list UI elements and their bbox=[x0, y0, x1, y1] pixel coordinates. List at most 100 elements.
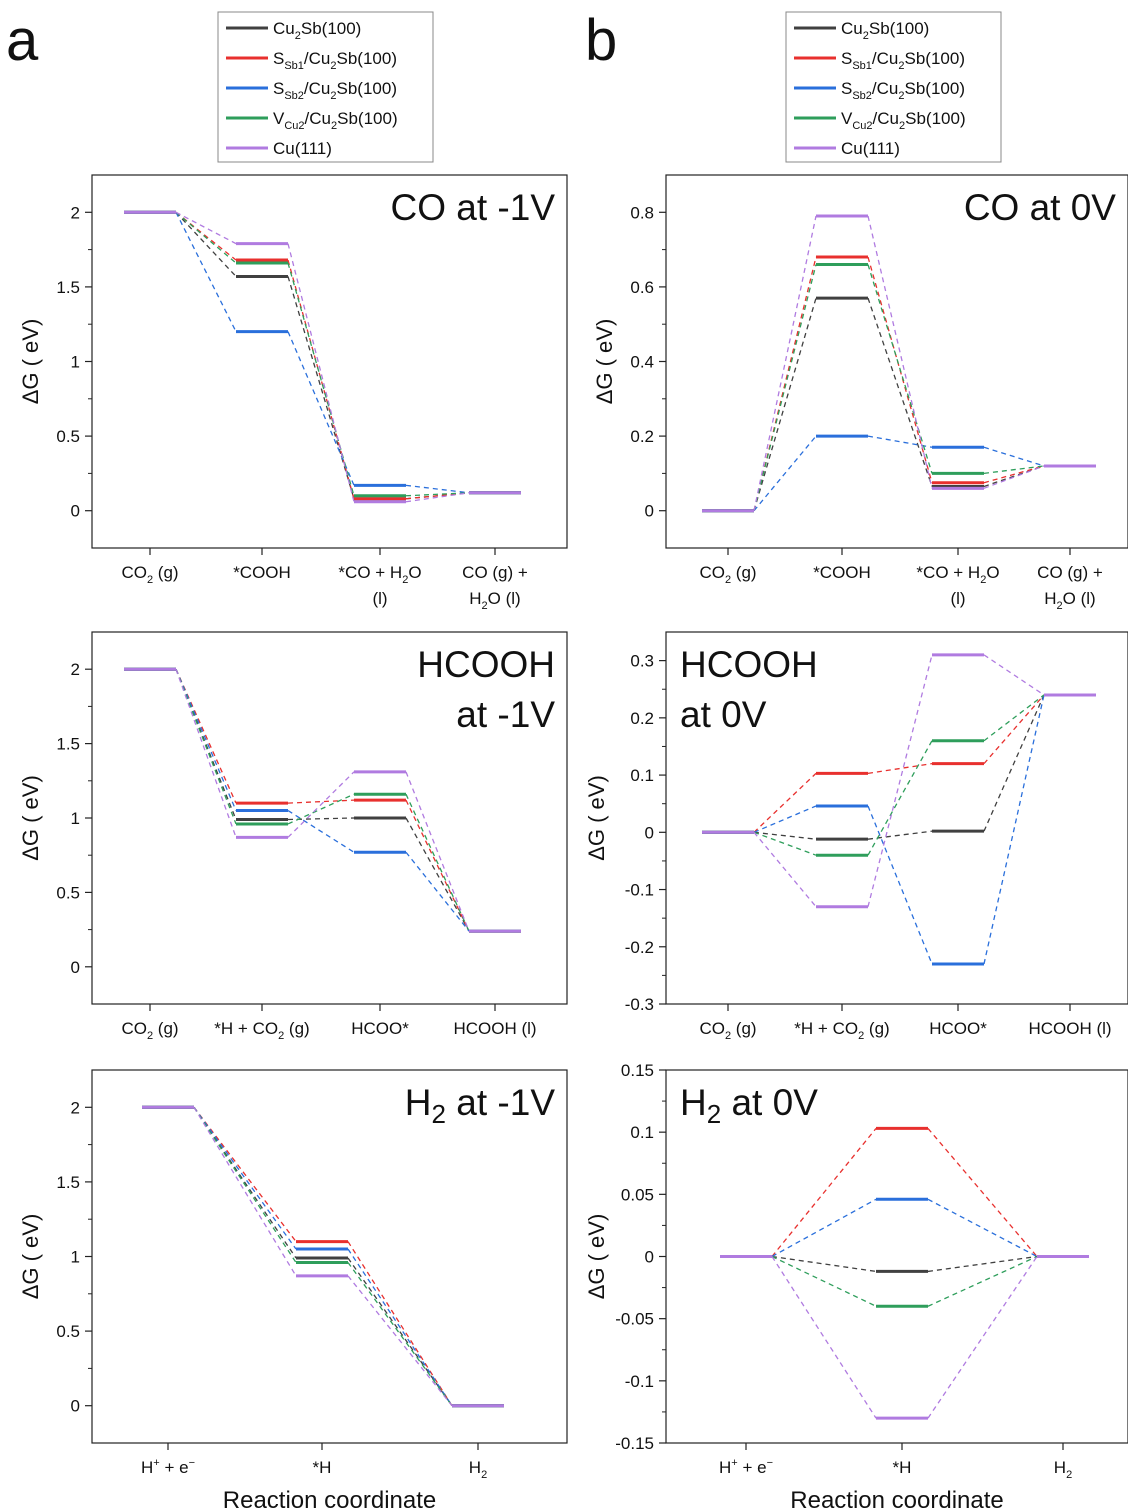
series-4 bbox=[175, 668, 470, 932]
connector-line bbox=[753, 831, 817, 840]
x-tick-label: HCOOH (l) bbox=[1028, 1019, 1111, 1038]
legend-left: Cu2Sb(100)SSb1/Cu2Sb(100)SSb2/Cu2Sb(100)… bbox=[217, 11, 434, 163]
series-2 bbox=[753, 256, 1045, 511]
y-tick-label: 2 bbox=[71, 660, 80, 679]
connector-line bbox=[983, 654, 1045, 696]
y-tick-label: 0 bbox=[645, 502, 654, 521]
series-5 bbox=[771, 1256, 1038, 1419]
y-tick-label: 0 bbox=[71, 958, 80, 977]
x-tick-label: *COOH bbox=[813, 563, 871, 582]
connector-line bbox=[287, 771, 355, 838]
connector-line bbox=[175, 668, 237, 811]
connector-line bbox=[175, 212, 237, 332]
x-tick-label: *COOH bbox=[233, 563, 291, 582]
x-tick-label: CO2 (g) bbox=[121, 563, 178, 586]
y-tick-label: 2 bbox=[71, 1098, 80, 1117]
x-axis-label: Reaction coordinate bbox=[790, 1487, 1003, 1512]
connector-line bbox=[753, 831, 817, 908]
y-tick-label: 0.5 bbox=[56, 427, 80, 446]
connector-line bbox=[753, 435, 817, 512]
series-2 bbox=[753, 694, 1045, 833]
connector-line bbox=[175, 211, 237, 245]
connector-line bbox=[753, 805, 817, 833]
chart-1: 0 0.5 1 1.5 2 CO2 (g) *COOH *CO + H2O (l) CO (g) … bbox=[18, 174, 568, 612]
y-tick-label: 0.5 bbox=[56, 883, 80, 902]
connector-line bbox=[287, 331, 355, 486]
connector-line bbox=[175, 668, 237, 825]
series-1 bbox=[753, 297, 1045, 511]
connector-line bbox=[983, 465, 1045, 488]
x-tick-label: *H + CO2 (g) bbox=[214, 1019, 309, 1042]
series-5 bbox=[193, 1106, 453, 1407]
series-2 bbox=[193, 1106, 453, 1407]
connector-line bbox=[175, 668, 237, 804]
series-1 bbox=[175, 211, 470, 500]
connector-line bbox=[405, 771, 470, 932]
connector-line bbox=[983, 694, 1045, 965]
y-tick-label: 1.5 bbox=[56, 1173, 80, 1192]
legend-label: Cu(111) bbox=[841, 139, 900, 158]
connector-line bbox=[753, 772, 817, 833]
series-5 bbox=[753, 215, 1045, 511]
series-4 bbox=[753, 694, 1045, 856]
connector-line bbox=[983, 465, 1045, 484]
x-tick-label: (l) bbox=[372, 589, 387, 608]
y-tick-label: 0.05 bbox=[621, 1185, 654, 1204]
y-axis-label: ΔG ( eV) bbox=[18, 319, 43, 405]
y-axis-label: ΔG ( eV) bbox=[18, 1214, 43, 1300]
chart-title: CO at 0V bbox=[964, 187, 1116, 228]
x-tick-label: *H + CO2 (g) bbox=[794, 1019, 889, 1042]
connector-line bbox=[867, 762, 933, 775]
chart-title: H2 at -1V bbox=[405, 1082, 556, 1129]
connector-line bbox=[347, 1241, 453, 1407]
connector-line bbox=[753, 215, 817, 511]
legend-label: SSb1/Cu2Sb(100) bbox=[273, 49, 397, 72]
connector-line bbox=[287, 810, 355, 853]
x-tick-label: *H bbox=[313, 1458, 332, 1477]
series-4 bbox=[753, 264, 1045, 511]
connector-line bbox=[771, 1198, 877, 1258]
x-tick-label: CO (g) + bbox=[1037, 563, 1103, 582]
x-tick-label: HCOO* bbox=[351, 1019, 409, 1038]
connector-line bbox=[983, 694, 1045, 742]
connector-line bbox=[927, 1128, 1038, 1257]
series-4 bbox=[175, 211, 470, 497]
connector-line bbox=[983, 446, 1045, 467]
connector-line bbox=[927, 1198, 1038, 1258]
connector-line bbox=[753, 297, 817, 511]
connector-line bbox=[193, 1106, 297, 1263]
connector-line bbox=[347, 1275, 453, 1407]
x-tick-label: *CO + H2O bbox=[916, 563, 999, 586]
connector-line bbox=[753, 264, 817, 511]
panel-letter-b: b bbox=[585, 8, 617, 73]
y-axis-label: ΔG ( eV) bbox=[18, 775, 43, 861]
connector-line bbox=[867, 215, 933, 489]
y-tick-label: 0.8 bbox=[630, 203, 654, 222]
plot-frame bbox=[665, 631, 1128, 1005]
y-tick-label: 0.2 bbox=[630, 709, 654, 728]
series-3 bbox=[193, 1106, 453, 1407]
x-tick-label: *CO + H2O bbox=[338, 563, 421, 586]
connector-line bbox=[193, 1106, 297, 1277]
series-3 bbox=[175, 668, 470, 932]
legend-label: VCu2/Cu2Sb(100) bbox=[841, 109, 966, 132]
y-tick-label: 0.1 bbox=[630, 1123, 654, 1142]
connector-line bbox=[867, 740, 933, 856]
series-3 bbox=[175, 212, 470, 494]
connector-line bbox=[753, 256, 817, 511]
connector-line bbox=[771, 1255, 877, 1307]
connector-line bbox=[405, 817, 470, 932]
x-tick-label: HCOO* bbox=[929, 1019, 987, 1038]
connector-line bbox=[287, 793, 355, 825]
chart-4: -0.3 -0.2 -0.1 0 0.1 0.2 0.3 CO2 (g) *H + CO2 (g… bbox=[584, 631, 1128, 1042]
connector-line bbox=[175, 668, 237, 820]
y-tick-label: -0.3 bbox=[625, 995, 654, 1014]
connector-line bbox=[175, 211, 237, 277]
connector-line bbox=[347, 1262, 453, 1407]
series-5 bbox=[753, 654, 1045, 908]
x-tick-label: CO2 (g) bbox=[121, 1019, 178, 1042]
x-tick-label: H2 bbox=[1054, 1458, 1072, 1481]
x-axis-label: Reaction coordinate bbox=[223, 1487, 436, 1512]
y-tick-label: -0.05 bbox=[615, 1310, 654, 1329]
connector-line bbox=[287, 799, 355, 804]
